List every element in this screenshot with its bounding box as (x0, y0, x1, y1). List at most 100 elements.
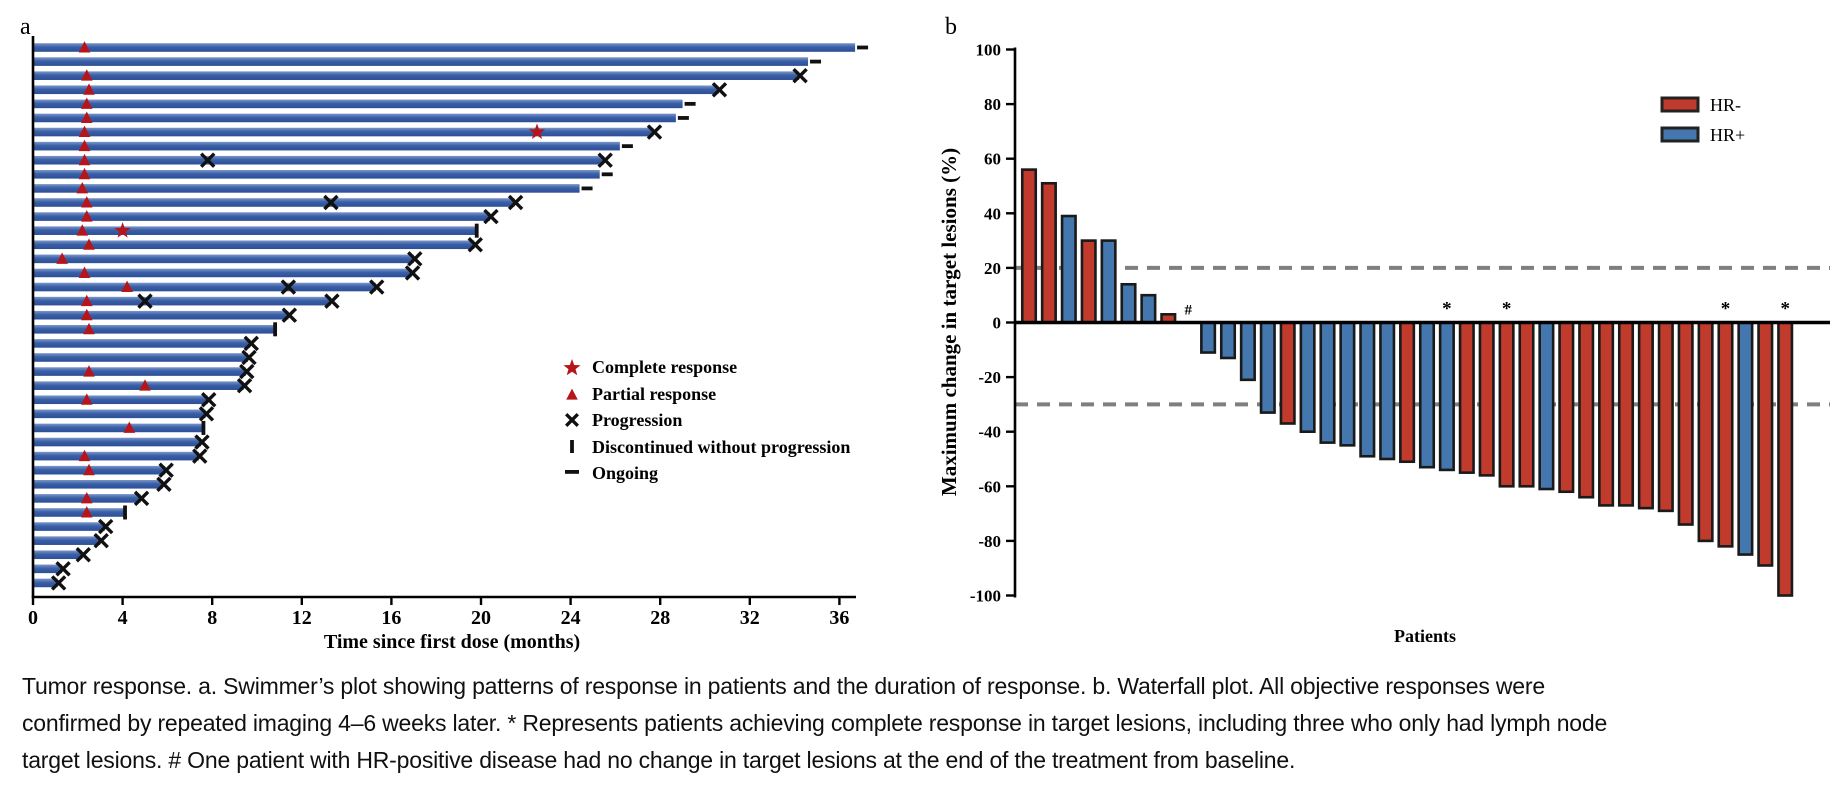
swimmer-bar (33, 296, 331, 306)
swimmer-row (33, 434, 210, 450)
x-axis-title: Patients (1394, 626, 1456, 646)
swimmer-bar (33, 141, 620, 151)
swimmer-bar (33, 254, 414, 264)
x-tick-label: 12 (292, 607, 312, 629)
swimmer-row (33, 476, 172, 492)
swimmer-row (33, 82, 728, 98)
partial-response-marker (121, 280, 133, 293)
y-tick-label: -80 (978, 532, 1001, 551)
swimmer-bar (33, 282, 376, 292)
waterfall-bar (1379, 321, 1396, 461)
x-tick-label: 20 (471, 607, 491, 629)
progression-marker (93, 532, 109, 549)
waterfall-bar (1737, 321, 1754, 556)
partial-response-marker (80, 69, 93, 81)
swimmer-bar (33, 184, 580, 193)
waterfall-bar (1279, 321, 1296, 425)
progression-marker (407, 251, 423, 267)
partial-response-marker (83, 238, 95, 250)
legend-item: Ongoing (565, 463, 658, 483)
progression-marker (133, 490, 150, 507)
discontinued-marker (123, 505, 127, 520)
swimmer-bar (33, 550, 83, 560)
waterfall-bar (1677, 321, 1694, 526)
swimmer-bar (33, 423, 204, 433)
swimmer-row (33, 547, 91, 563)
progression-marker (239, 363, 255, 380)
complete-response-marker (114, 222, 131, 238)
waterfall-bar (1080, 239, 1097, 324)
waterfall-bar (1299, 321, 1316, 433)
partial-response-marker (123, 421, 136, 433)
swimmer-bar (33, 71, 800, 80)
legend-label: Partial response (592, 384, 716, 404)
waterfall-bar (1200, 321, 1217, 354)
discontinued-marker (474, 223, 479, 238)
swimmer-row (33, 167, 613, 180)
waterfall-bar (1598, 321, 1615, 507)
y-tick-label: -60 (978, 477, 1001, 496)
partial-response-marker (56, 252, 68, 264)
legend-item: Complete response (563, 357, 737, 377)
partial-response-marker (83, 463, 95, 476)
swimmer-row (33, 182, 593, 194)
x-tick-label: 8 (207, 607, 217, 629)
progression-marker (711, 82, 728, 98)
swimmer-row (33, 97, 696, 109)
progression-marker (507, 194, 524, 211)
partial-response-marker (76, 224, 89, 236)
bar-annotation: # (1184, 303, 1192, 319)
partial-response-marker (78, 449, 91, 462)
progression-marker (323, 194, 339, 211)
swimmer-bar (33, 268, 412, 278)
legend-label: HR+ (1710, 125, 1745, 145)
partial-response-marker (80, 308, 93, 321)
progression-marker (280, 279, 297, 295)
swimmer-row (33, 208, 499, 225)
swimmer-row (33, 67, 808, 84)
y-tick-label: 40 (984, 204, 1001, 223)
progression-marker (198, 406, 215, 422)
bar-annotation: * (1721, 299, 1731, 320)
swimmer-row (33, 222, 479, 238)
waterfall-bar (1438, 321, 1455, 472)
swimmer-bar (33, 310, 289, 320)
swimmer-bar (33, 155, 605, 165)
progression-marker (404, 265, 421, 281)
ongoing-marker (684, 101, 696, 106)
ongoing-icon (565, 470, 579, 474)
waterfall-panel: b 100 80 60 40 20 0 -20 -40 -60 -80 -100 # * * * * Maximu… (937, 14, 1830, 646)
waterfall-bar (1259, 321, 1276, 414)
waterfall-bar (1558, 321, 1575, 494)
waterfall-bar (1399, 321, 1416, 464)
legend-label: Ongoing (592, 463, 658, 483)
waterfall-bar (1359, 321, 1376, 458)
discontinued-icon (570, 440, 574, 453)
waterfall-bar (1538, 321, 1555, 491)
waterfall-bar (1617, 321, 1635, 507)
legend-label: Complete response (592, 357, 737, 377)
x-tick-label: 4 (118, 607, 128, 629)
swimmer-row (33, 462, 174, 478)
legend-item: Partial response (566, 384, 716, 404)
progression-marker (324, 293, 340, 309)
swimmer-row (33, 307, 298, 323)
progression-marker (281, 307, 298, 323)
progression-marker (156, 476, 172, 492)
partial-response-marker (139, 379, 151, 391)
hr-positive-swatch (1660, 126, 1700, 143)
y-tick-label: 0 (993, 314, 1002, 333)
waterfall-bar (1418, 321, 1436, 469)
swimmer-row (33, 123, 663, 140)
partial-response-marker (80, 111, 93, 123)
swimmer-bar (33, 353, 249, 362)
swimmer-row (33, 448, 208, 464)
complete-response-marker (528, 123, 546, 139)
waterfall-bar (1478, 321, 1495, 477)
swimmer-row (33, 420, 206, 435)
partial-response-marker (83, 365, 95, 377)
swimmer-bar (33, 212, 490, 221)
progression-marker (646, 124, 663, 140)
swimmer-row (33, 518, 114, 535)
swimmer-bar (33, 198, 515, 207)
